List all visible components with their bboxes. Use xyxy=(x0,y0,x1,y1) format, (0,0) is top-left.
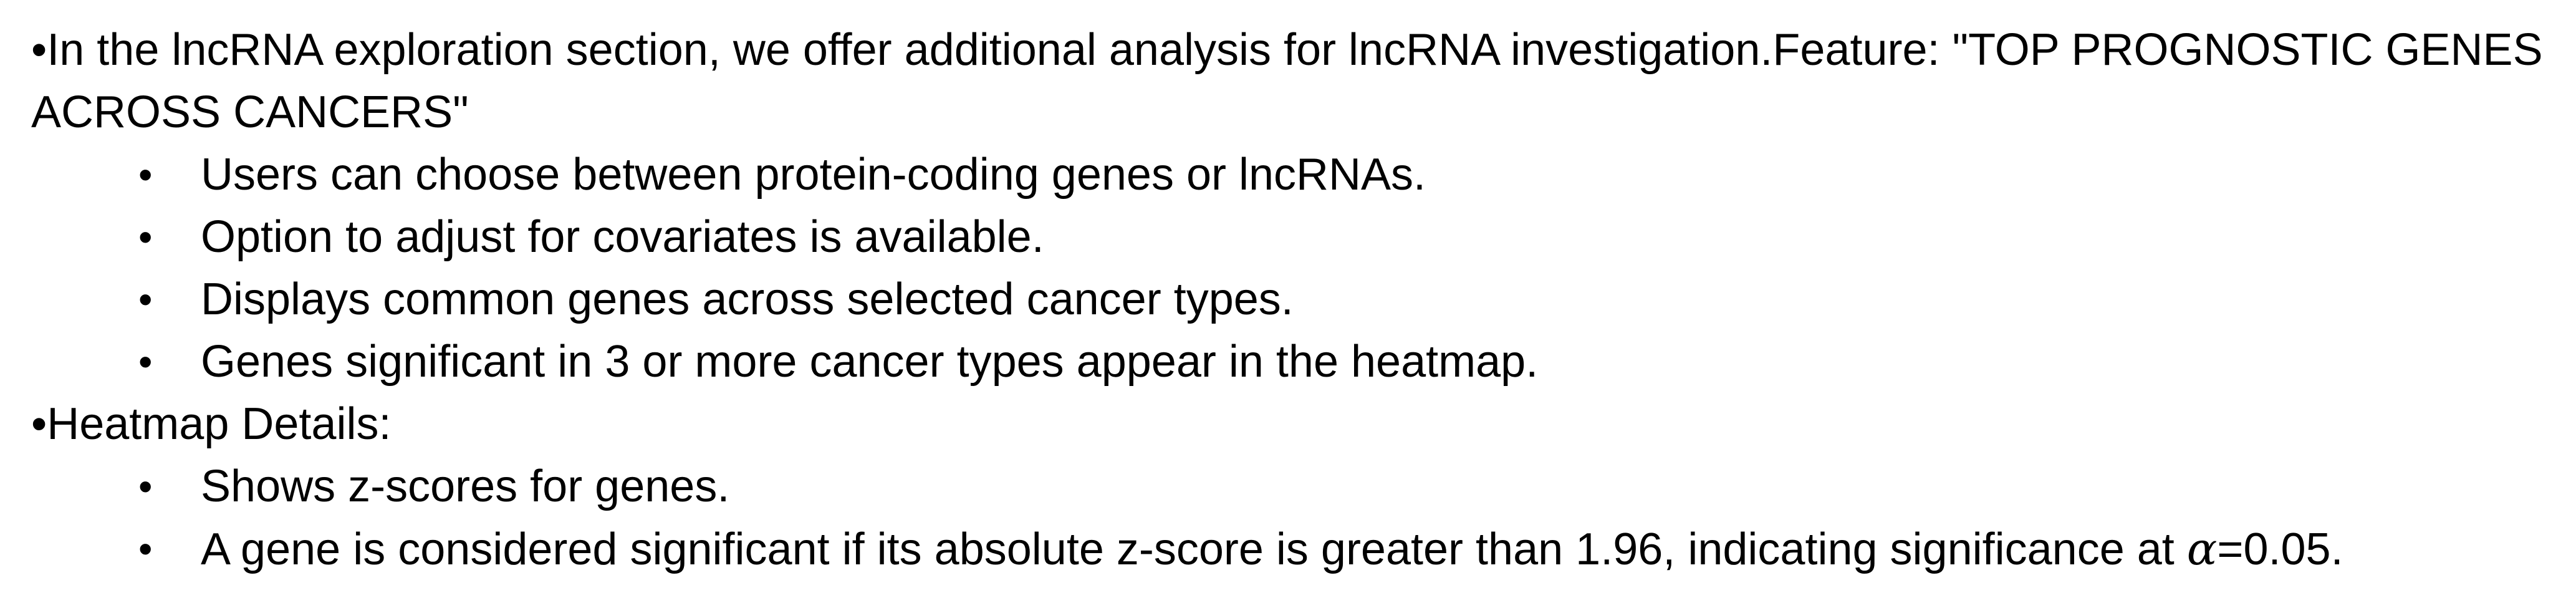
list-item: • Shows z-scores for genes. xyxy=(31,455,2562,518)
slide-text-body: •In the lncRNA exploration section, we o… xyxy=(31,19,2562,581)
list-item-text-after: =0.05. xyxy=(2217,524,2343,574)
list-item: • Users can choose between protein-coding… xyxy=(31,143,2562,206)
top-bullet-heatmap-details: •Heatmap Details: xyxy=(31,393,2562,455)
list-item-text: Displays common genes across selected ca… xyxy=(201,274,1294,324)
list-item: • Displays common genes across selected c… xyxy=(31,268,2562,330)
list-item-text: Option to adjust for covariates is avail… xyxy=(201,212,1044,262)
bullet-icon: • xyxy=(138,464,153,509)
list-item-text-before: A gene is considered significant if its … xyxy=(201,524,2187,574)
list-item: • A gene is considered significant if its… xyxy=(31,518,2562,581)
bullet-icon: • xyxy=(138,215,153,259)
bullet-icon: • xyxy=(138,277,153,322)
feature-sub-list: • Users can choose between protein-coding… xyxy=(31,143,2562,393)
list-item: • Genes significant in 3 or more cancer t… xyxy=(31,330,2562,393)
alpha-symbol: α xyxy=(2186,523,2218,575)
bullet-icon: • xyxy=(138,152,153,197)
list-item-text: Users can choose between protein-coding … xyxy=(201,150,1426,200)
bullet-icon: • xyxy=(138,339,153,384)
bullet-text: Heatmap Details: xyxy=(47,399,392,449)
list-item-text: Shows z-scores for genes. xyxy=(201,461,730,511)
bullet-icon: • xyxy=(31,25,47,75)
list-item-text: Genes significant in 3 or more cancer ty… xyxy=(201,337,1539,387)
bullet-icon: • xyxy=(138,526,153,571)
bullet-icon: • xyxy=(31,399,47,449)
bullet-text: In the lncRNA exploration section, we of… xyxy=(31,25,2543,137)
list-item: • Option to adjust for covariates is avai… xyxy=(31,206,2562,268)
heatmap-sub-list: • Shows z-scores for genes. • A gene is co… xyxy=(31,455,2562,581)
top-bullet-lncrna-exploration: •In the lncRNA exploration section, we o… xyxy=(31,19,2562,143)
